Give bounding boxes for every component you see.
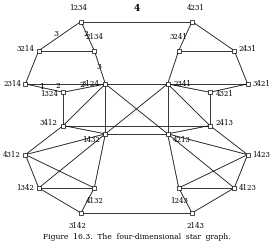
- Text: 2: 2: [84, 30, 88, 38]
- Text: 3: 3: [54, 30, 58, 38]
- Text: 4231: 4231: [186, 4, 204, 12]
- Text: 4132: 4132: [85, 197, 103, 205]
- Text: 2: 2: [80, 81, 85, 89]
- Text: 1234: 1234: [69, 4, 87, 12]
- Text: 3241: 3241: [170, 33, 188, 41]
- Text: Figure  16.3.  The  four-dimensional  star  graph.: Figure 16.3. The four-dimensional star g…: [43, 233, 230, 241]
- Text: 3142: 3142: [69, 222, 87, 230]
- Text: 2341: 2341: [173, 80, 191, 88]
- Text: 1324: 1324: [40, 90, 58, 98]
- Text: 2314: 2314: [3, 80, 21, 88]
- Text: 3: 3: [96, 63, 101, 71]
- Text: 3124: 3124: [82, 80, 100, 88]
- Text: 2143: 2143: [186, 222, 204, 230]
- Text: 2413: 2413: [215, 120, 233, 127]
- Text: 1: 1: [39, 83, 44, 91]
- Text: 4213: 4213: [173, 136, 191, 144]
- Text: 1423: 1423: [252, 151, 270, 159]
- Text: 2431: 2431: [239, 45, 257, 53]
- Text: 1243: 1243: [170, 197, 188, 205]
- Text: 1342: 1342: [16, 184, 34, 192]
- Text: 3214: 3214: [16, 45, 34, 53]
- Text: 3412: 3412: [40, 120, 58, 127]
- Text: 4312: 4312: [3, 151, 21, 159]
- Text: 4321: 4321: [215, 90, 233, 98]
- Text: 2134: 2134: [85, 33, 103, 41]
- Text: 1432: 1432: [82, 136, 100, 144]
- Text: 2: 2: [55, 82, 60, 90]
- Text: 4: 4: [133, 4, 140, 13]
- Text: 4123: 4123: [239, 184, 257, 192]
- Text: 3421: 3421: [252, 80, 270, 88]
